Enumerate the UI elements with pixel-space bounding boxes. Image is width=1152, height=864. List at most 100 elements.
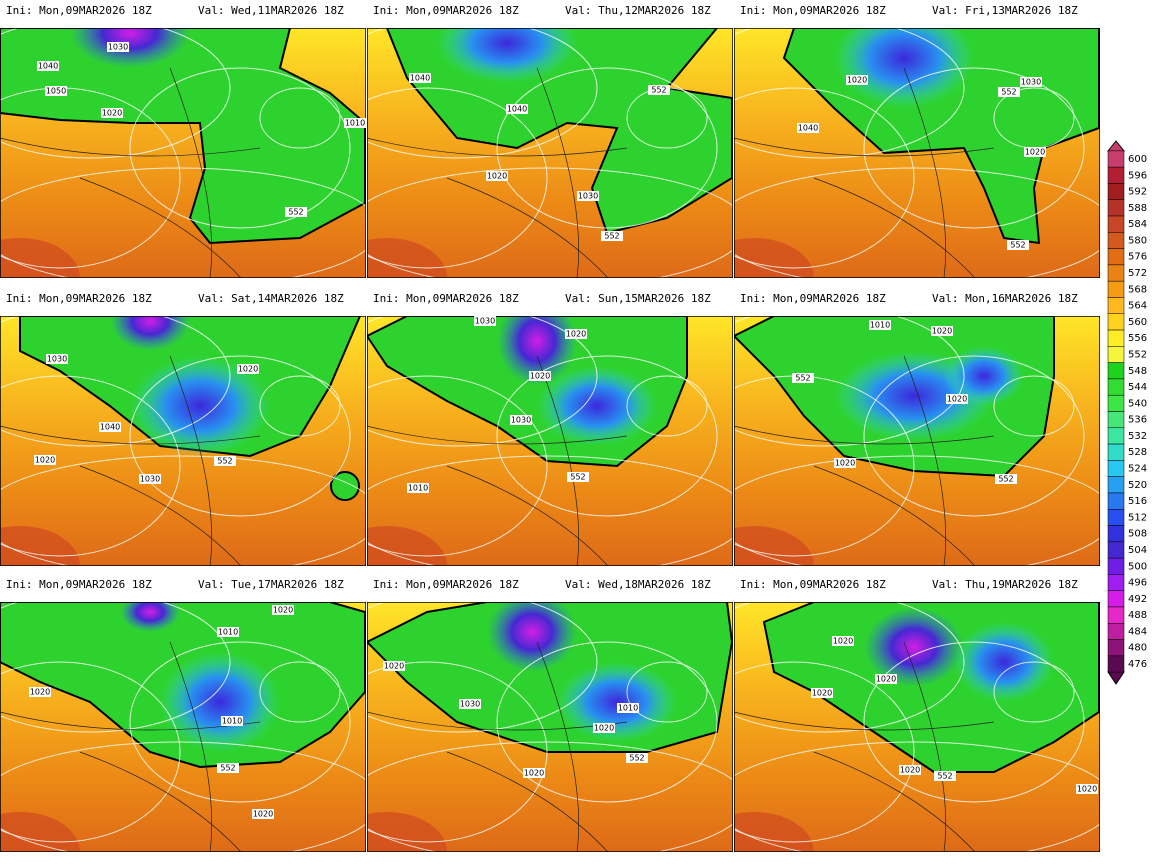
isobar — [734, 741, 1100, 852]
valid-time: Val: Mon,16MAR2026 18Z — [932, 292, 1078, 305]
coastline — [734, 711, 995, 731]
colorbar-label: 560 — [1128, 317, 1147, 328]
trough-region — [0, 28, 366, 245]
colorbar-label: 492 — [1128, 594, 1147, 605]
colorbar-swatch — [1107, 199, 1125, 217]
valid-time: Val: Sun,15MAR2026 18Z — [565, 292, 711, 305]
contour-label: 552 — [795, 374, 810, 383]
contour-label: 1020 — [102, 109, 122, 118]
colorbar-label: 588 — [1128, 203, 1147, 214]
contour-label-box — [34, 455, 56, 465]
map-panel: 1030 1020 1020 1030 552 1010 — [367, 316, 733, 566]
contour-label-box — [875, 674, 897, 684]
contour-label: 552 — [570, 473, 585, 482]
contour-label-box — [995, 474, 1017, 484]
contour-label: 552 — [1010, 241, 1025, 250]
isobar — [496, 641, 718, 803]
low-center — [120, 602, 180, 632]
coastline — [367, 425, 628, 445]
contour-label-box — [101, 108, 123, 118]
coastline — [79, 177, 242, 278]
isobar — [367, 28, 598, 159]
init-time: Ini: Mon,09MAR2026 18Z — [740, 578, 886, 591]
contour-label: 1020 — [273, 606, 293, 615]
colorbar-label: 480 — [1128, 643, 1147, 654]
contour-label: 1030 — [460, 700, 480, 709]
contour-label-box — [46, 354, 68, 364]
contour-label-box — [934, 771, 956, 781]
coastline — [734, 137, 995, 157]
contour-label: 552 — [220, 764, 235, 773]
colorbar-label: 572 — [1128, 268, 1147, 279]
colorbar-label: 552 — [1128, 349, 1147, 360]
contour-label: 1040 — [798, 124, 818, 133]
low-center — [864, 607, 964, 687]
contour-label: 552 — [629, 754, 644, 763]
colorbar-label: 556 — [1128, 333, 1147, 344]
coastline — [446, 177, 609, 278]
contour-label: 1030 — [475, 317, 495, 326]
isobar — [496, 355, 718, 517]
contour-label: 1030 — [47, 355, 67, 364]
contour-label: 1020 — [524, 769, 544, 778]
colorbar-label: 500 — [1128, 561, 1147, 572]
contour-label-box — [272, 605, 294, 615]
colorbar-label: 536 — [1128, 415, 1147, 426]
contour-label: 1030 — [1021, 78, 1041, 87]
contour-label-box — [567, 472, 589, 482]
init-time: Ini: Mon,09MAR2026 18Z — [6, 578, 152, 591]
contour-label: 1020 — [847, 76, 867, 85]
isobar — [626, 661, 708, 723]
isobar — [129, 67, 351, 229]
isobar — [863, 641, 1085, 803]
coastline — [734, 425, 995, 445]
colorbar-swatch — [1107, 508, 1125, 526]
isobar — [0, 316, 231, 447]
trough-region — [385, 28, 733, 235]
isobar — [993, 375, 1075, 437]
colorbar-label: 528 — [1128, 447, 1147, 458]
colorbar-swatch — [1107, 427, 1125, 445]
contour-label: 1020 — [835, 459, 855, 468]
isobar — [367, 167, 733, 278]
colorbar-label: 580 — [1128, 235, 1147, 246]
contour-label: 1020 — [1077, 785, 1097, 794]
contour-label: 552 — [937, 772, 952, 781]
contour-label: 1030 — [108, 43, 128, 52]
coastline — [79, 751, 242, 852]
isobar — [734, 455, 1100, 566]
colorbar-label: 524 — [1128, 464, 1147, 475]
colorbar-label: 600 — [1128, 154, 1147, 165]
contour-label-box — [486, 171, 508, 181]
colorbar-swatch — [1107, 264, 1125, 282]
contour-label-box — [459, 699, 481, 709]
low-center — [130, 356, 270, 456]
coastline — [813, 465, 976, 566]
contour-label: 1020 — [238, 365, 258, 374]
contour-label: 1020 — [900, 766, 920, 775]
contour-label: 552 — [651, 86, 666, 95]
coastline — [367, 711, 628, 731]
contour-label-box — [409, 73, 431, 83]
contour-label-box — [565, 329, 587, 339]
colorbar-swatch — [1107, 606, 1125, 624]
isobar — [367, 602, 598, 733]
contour-label-box — [832, 636, 854, 646]
contour-label: 1020 — [833, 637, 853, 646]
isobar — [367, 661, 548, 843]
contour-label-box — [577, 191, 599, 201]
contour-label-box — [285, 207, 307, 217]
contour-label-box — [529, 371, 551, 381]
contour-label: 552 — [217, 457, 232, 466]
colorbar-label: 576 — [1128, 252, 1147, 263]
colorbar-label: 476 — [1128, 659, 1147, 670]
map-panel: 1020 1030 1010 1020 552 1020 — [367, 602, 733, 852]
colorbar-swatch — [1107, 280, 1125, 298]
valid-time: Val: Thu,19MAR2026 18Z — [932, 578, 1078, 591]
contour-label: 552 — [604, 232, 619, 241]
contour-label: 1020 — [876, 675, 896, 684]
contour-label: 1010 — [870, 321, 890, 330]
isobar — [367, 87, 548, 269]
coastline — [903, 67, 946, 278]
init-time: Ini: Mon,09MAR2026 18Z — [6, 4, 152, 17]
